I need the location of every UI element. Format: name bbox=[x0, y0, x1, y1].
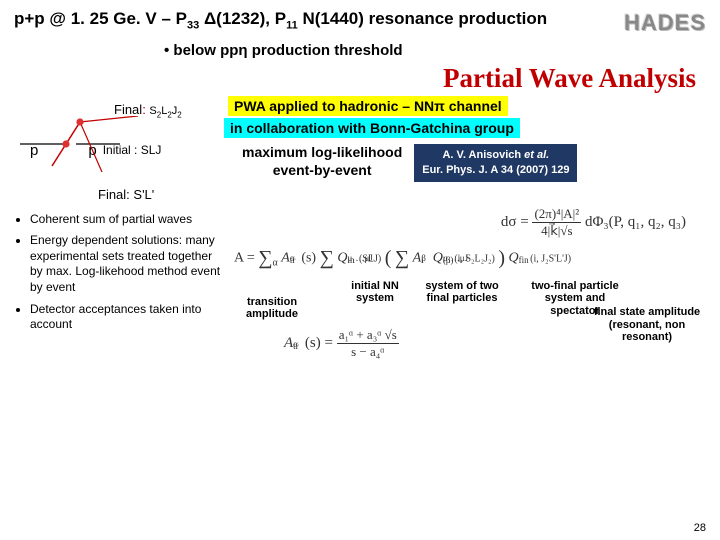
max-log: maximum log-likelihood event-by-event bbox=[242, 144, 402, 179]
atr-A: A bbox=[284, 335, 293, 351]
title-rest: N(1440) resonance production bbox=[298, 9, 547, 28]
label-two-final: system of two final particles bbox=[418, 280, 506, 321]
ds-eq: dσ = bbox=[501, 214, 533, 230]
final-state-amp: final state amplitude (resonant, non res… bbox=[592, 306, 702, 344]
page-number: 28 bbox=[694, 522, 706, 534]
ref-l2: Eur. Phys. J. A bbox=[422, 164, 501, 176]
A-lhs: A = bbox=[234, 250, 258, 265]
q2-sub: (β) bbox=[443, 255, 454, 265]
ds-frac: (2π)⁴|A|² 4|k⃗|√s bbox=[532, 206, 581, 239]
slide-container: p+p @ 1. 25 Ge. V – P33 Δ(1232), P11 N(1… bbox=[0, 0, 720, 540]
sum-sub: α bbox=[273, 257, 278, 268]
sum3-icon: ∑ bbox=[395, 247, 409, 270]
lower-row: Coherent sum of partial waves Energy dep… bbox=[14, 206, 706, 360]
collab-text: in collaboration with Bonn-Gatchina grou… bbox=[224, 118, 520, 138]
ref-l3: (2007) 129 bbox=[513, 164, 569, 176]
dsigma-formula: dσ = (2π)⁴|A|² 4|k⃗|√s dΦ₃(P, q₁, q₂, q₃… bbox=[234, 206, 686, 239]
title-sub1: 33 bbox=[187, 19, 199, 31]
A-equation: A = ∑α Aαtr (s) ∑ Qμ₁…μJin (SLJ) ( ∑ Aβi… bbox=[234, 247, 706, 270]
paren-open-icon: ( bbox=[385, 247, 392, 270]
atr-frac: a₁ᵅ + a₃ᵅ √s s − a₄ᵅ bbox=[337, 327, 399, 360]
label-transition: transition amplitude bbox=[242, 296, 302, 321]
title-delta: Δ(1232), P bbox=[199, 9, 286, 28]
label-initial-nn: initial NN system bbox=[346, 280, 404, 321]
ref-vol: 34 bbox=[501, 164, 513, 176]
maxlog-l2: event-by-event bbox=[242, 162, 402, 180]
pwa-header: Partial Wave Analysis bbox=[14, 63, 696, 94]
feynman-diagram bbox=[20, 116, 200, 194]
A-sub: tr bbox=[290, 255, 296, 265]
bullet-list: Coherent sum of partial waves Energy dep… bbox=[14, 212, 226, 360]
ds-num: (2π)⁴|A|² bbox=[532, 206, 581, 223]
hades-logo: HADES bbox=[624, 10, 706, 36]
paren-close-icon: ) bbox=[498, 247, 505, 270]
row-diagram-text: Final: S2L2J2 p p Initial : SLJ Final: S… bbox=[14, 98, 706, 202]
atr-num: a₁ᵅ + a₃ᵅ √s bbox=[337, 327, 399, 344]
A-mid1: (s) bbox=[301, 250, 319, 265]
bullet-3: Detector acceptances taken into account bbox=[30, 302, 226, 333]
title-row: p+p @ 1. 25 Ge. V – P33 Δ(1232), P11 N(1… bbox=[14, 8, 706, 36]
formula-area: dσ = (2π)⁴|A|² 4|k⃗|√s dΦ₃(P, q₁, q₂, q₃… bbox=[226, 206, 706, 360]
atr-eq: (s) = bbox=[305, 335, 337, 351]
ds-den: 4|k⃗|√s bbox=[532, 223, 581, 239]
pwa-applied-text: PWA applied to hadronic – NNπ channel bbox=[228, 96, 508, 116]
ds-tail: dΦ₃(P, q₁, q₂, q₃) bbox=[585, 214, 686, 230]
pwa-applied: PWA applied to hadronic – NNπ channel bbox=[228, 98, 706, 114]
maxlog-l1: maximum log-likelihood bbox=[242, 144, 402, 162]
bullet-1: Coherent sum of partial waves bbox=[30, 212, 226, 228]
below-threshold: • below ppη production threshold bbox=[164, 42, 706, 59]
reference-box: A. V. Anisovich et al. Eur. Phys. J. A 3… bbox=[414, 144, 577, 182]
ref-i: et al. bbox=[524, 149, 549, 161]
collab: in collaboration with Bonn-Gatchina grou… bbox=[224, 120, 706, 136]
title-sub2: 11 bbox=[286, 19, 298, 31]
bullet-2: Energy dependent solutions: many experim… bbox=[30, 233, 226, 295]
title-prefix: p+p @ 1. 25 Ge. V – P bbox=[14, 9, 187, 28]
atr-sub: tr bbox=[293, 341, 299, 351]
slide-title: p+p @ 1. 25 Ge. V – P33 Δ(1232), P11 N(1… bbox=[14, 8, 616, 33]
sum2-icon: ∑ bbox=[320, 247, 334, 270]
maxlog-row: maximum log-likelihood event-by-event A.… bbox=[242, 144, 706, 182]
ref-l1: A. V. Anisovich bbox=[442, 149, 524, 161]
right-text-column: PWA applied to hadronic – NNπ channel in… bbox=[224, 98, 706, 182]
sum-icon: ∑ bbox=[258, 247, 272, 270]
A-par3: (i, J₂S'L'J) bbox=[530, 253, 571, 264]
atr-den: s − a₄ᵅ bbox=[337, 344, 399, 360]
qfin: fin bbox=[519, 255, 529, 265]
final-pre: Final bbox=[114, 102, 142, 117]
diagram-column: Final: S2L2J2 p p Initial : SLJ Final: S… bbox=[14, 98, 224, 202]
